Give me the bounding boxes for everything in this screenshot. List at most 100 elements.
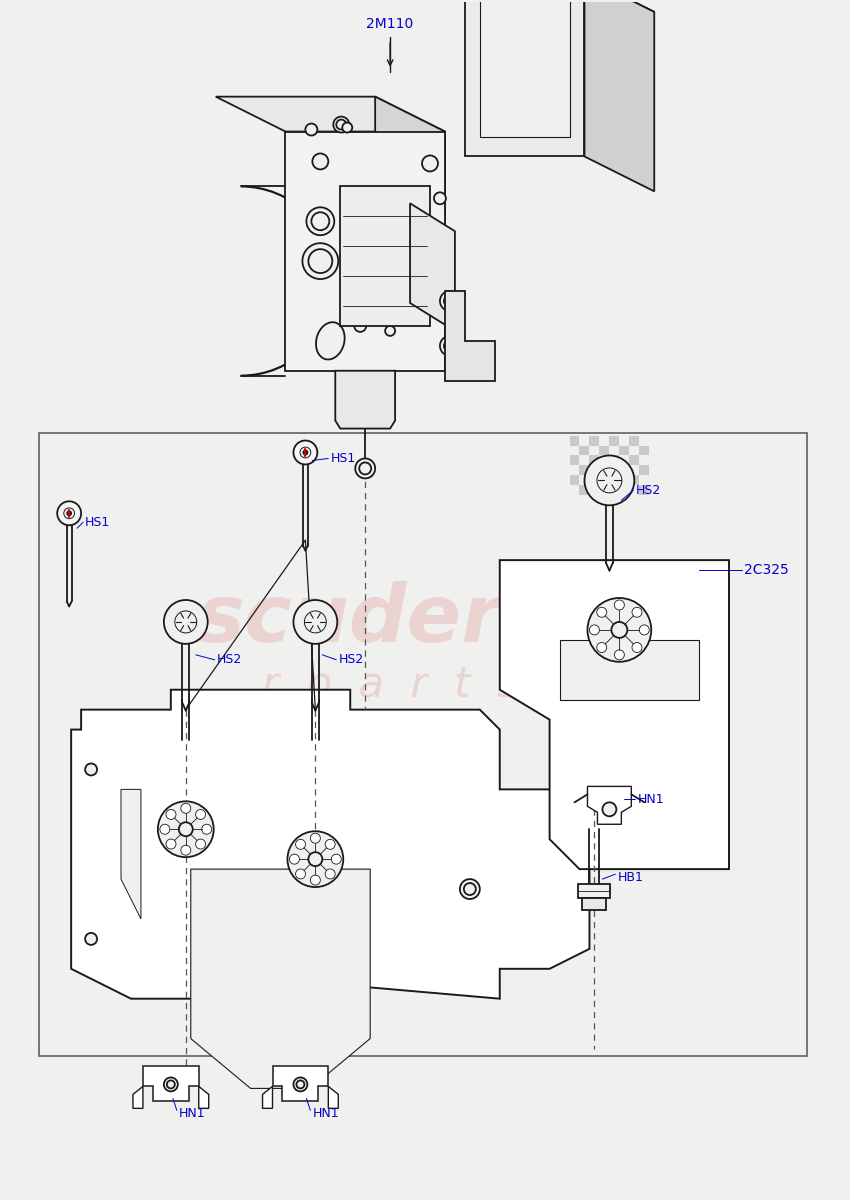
Polygon shape — [286, 132, 445, 371]
Circle shape — [300, 448, 311, 458]
Polygon shape — [263, 1086, 273, 1109]
Circle shape — [639, 625, 649, 635]
Circle shape — [611, 622, 627, 638]
Text: HS1: HS1 — [85, 516, 110, 529]
Bar — [639, 485, 649, 496]
Bar — [580, 445, 589, 456]
Circle shape — [306, 208, 334, 235]
Circle shape — [460, 880, 479, 899]
Text: 2M110: 2M110 — [366, 17, 414, 31]
Bar — [599, 485, 609, 496]
Text: r  p  a  r  t  s: r p a r t s — [262, 664, 518, 706]
Bar — [620, 466, 629, 475]
Polygon shape — [582, 898, 606, 910]
Circle shape — [175, 611, 196, 632]
Circle shape — [160, 824, 170, 834]
Bar — [580, 485, 589, 496]
Circle shape — [85, 932, 97, 944]
Circle shape — [326, 839, 335, 850]
Circle shape — [385, 326, 395, 336]
Polygon shape — [335, 371, 395, 428]
Circle shape — [166, 810, 176, 820]
Bar — [570, 436, 580, 445]
Circle shape — [440, 336, 460, 356]
Text: HS2: HS2 — [635, 484, 660, 497]
Text: HN1: HN1 — [178, 1106, 206, 1120]
Bar — [589, 436, 599, 445]
Polygon shape — [559, 640, 699, 700]
Polygon shape — [133, 1086, 143, 1109]
Circle shape — [57, 502, 81, 526]
Text: scuderia: scuderia — [196, 581, 584, 659]
Polygon shape — [445, 292, 495, 380]
Circle shape — [293, 1078, 308, 1091]
Circle shape — [309, 250, 332, 274]
Polygon shape — [340, 186, 430, 326]
Circle shape — [355, 458, 375, 479]
Bar — [589, 475, 599, 485]
Polygon shape — [585, 0, 654, 191]
Circle shape — [312, 154, 328, 169]
Circle shape — [166, 839, 176, 850]
Circle shape — [201, 824, 212, 834]
Text: HB1: HB1 — [617, 870, 643, 883]
Circle shape — [293, 440, 317, 464]
Circle shape — [297, 1080, 304, 1088]
Circle shape — [333, 116, 349, 132]
Circle shape — [360, 462, 371, 474]
Bar — [620, 485, 629, 496]
Bar — [479, 0, 570, 137]
Circle shape — [64, 508, 75, 518]
Circle shape — [332, 854, 341, 864]
Polygon shape — [465, 0, 654, 12]
Circle shape — [464, 883, 476, 895]
Circle shape — [343, 122, 352, 132]
Circle shape — [337, 120, 346, 130]
Bar — [629, 436, 639, 445]
Bar — [580, 466, 589, 475]
Circle shape — [178, 822, 193, 836]
Circle shape — [310, 875, 320, 886]
Bar — [589, 456, 599, 466]
Polygon shape — [190, 869, 371, 1088]
Circle shape — [311, 212, 329, 230]
Bar — [39, 432, 807, 1056]
Circle shape — [597, 642, 607, 653]
Polygon shape — [465, 0, 585, 156]
Circle shape — [597, 468, 622, 493]
Circle shape — [434, 192, 446, 204]
Bar — [629, 475, 639, 485]
Circle shape — [632, 642, 642, 653]
Bar — [570, 475, 580, 485]
Circle shape — [167, 1080, 175, 1088]
Bar — [639, 445, 649, 456]
Polygon shape — [375, 97, 445, 371]
Circle shape — [303, 450, 308, 455]
Polygon shape — [273, 1067, 328, 1102]
Circle shape — [597, 607, 607, 617]
Polygon shape — [199, 1086, 209, 1109]
Text: HS2: HS2 — [338, 653, 364, 666]
Circle shape — [85, 763, 97, 775]
Bar — [599, 445, 609, 456]
Text: HS1: HS1 — [331, 452, 355, 464]
Ellipse shape — [316, 323, 344, 360]
Bar — [609, 436, 620, 445]
Text: 2C325: 2C325 — [744, 563, 789, 577]
Circle shape — [615, 650, 625, 660]
Circle shape — [296, 839, 305, 850]
Circle shape — [326, 869, 335, 878]
Text: HN1: HN1 — [638, 793, 664, 806]
Circle shape — [354, 320, 366, 332]
Circle shape — [422, 156, 438, 172]
Circle shape — [164, 600, 207, 644]
Polygon shape — [410, 203, 455, 331]
Bar — [639, 466, 649, 475]
Circle shape — [287, 832, 343, 887]
Circle shape — [181, 845, 190, 856]
Text: HS2: HS2 — [217, 653, 242, 666]
Polygon shape — [500, 560, 729, 869]
Circle shape — [67, 511, 71, 515]
Circle shape — [196, 810, 206, 820]
Polygon shape — [121, 790, 141, 919]
